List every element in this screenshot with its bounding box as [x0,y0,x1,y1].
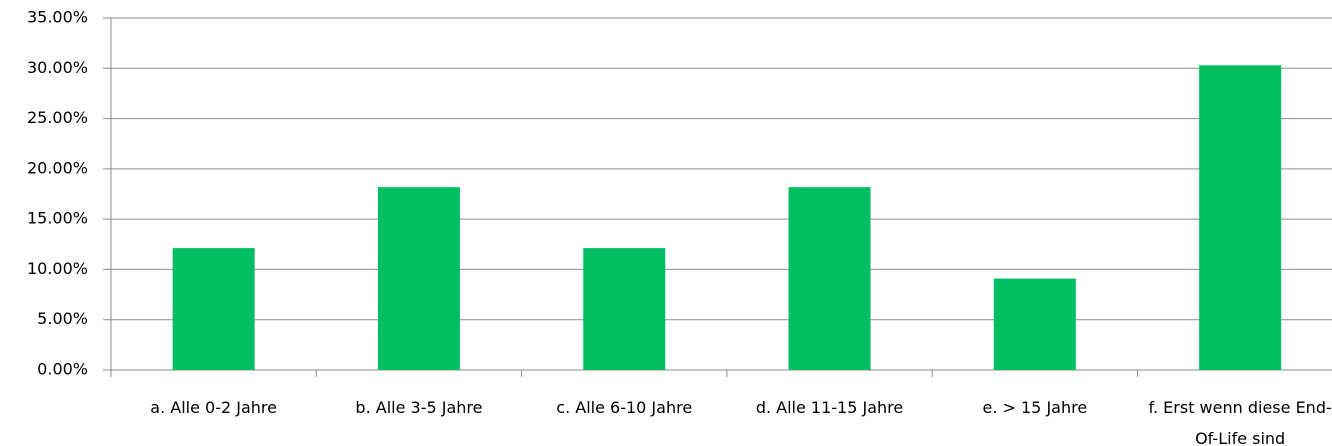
x-tick-label: d. Alle 11-15 Jahre [755,398,904,417]
y-tick-label: 0.00% [37,360,88,379]
x-tick-label: f. Erst wenn diese End-Of-Life sind [1148,398,1332,446]
bar [993,278,1076,370]
x-tick-label: e. > 15 Jahre [982,398,1088,417]
y-tick-label: 20.00% [27,158,88,177]
bar [172,248,255,370]
y-tick-label: 10.00% [27,259,88,278]
bar [583,248,666,370]
y-tick-label: 25.00% [27,108,88,127]
y-tick-label: 5.00% [37,309,88,328]
bar [377,187,460,370]
bar [1199,65,1282,371]
x-tick-label: a. Alle 0-2 Jahre [150,398,277,417]
y-tick-label: 15.00% [27,209,88,228]
bar [788,187,871,370]
x-tick-label: b. Alle 3-5 Jahre [355,398,483,417]
y-tick-label: 35.00% [27,8,88,27]
y-tick-label: 30.00% [27,58,88,77]
x-tick-label: c. Alle 6-10 Jahre [556,398,693,417]
